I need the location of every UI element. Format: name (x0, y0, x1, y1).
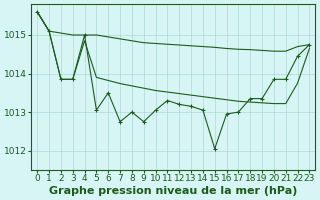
X-axis label: Graphe pression niveau de la mer (hPa): Graphe pression niveau de la mer (hPa) (49, 186, 298, 196)
